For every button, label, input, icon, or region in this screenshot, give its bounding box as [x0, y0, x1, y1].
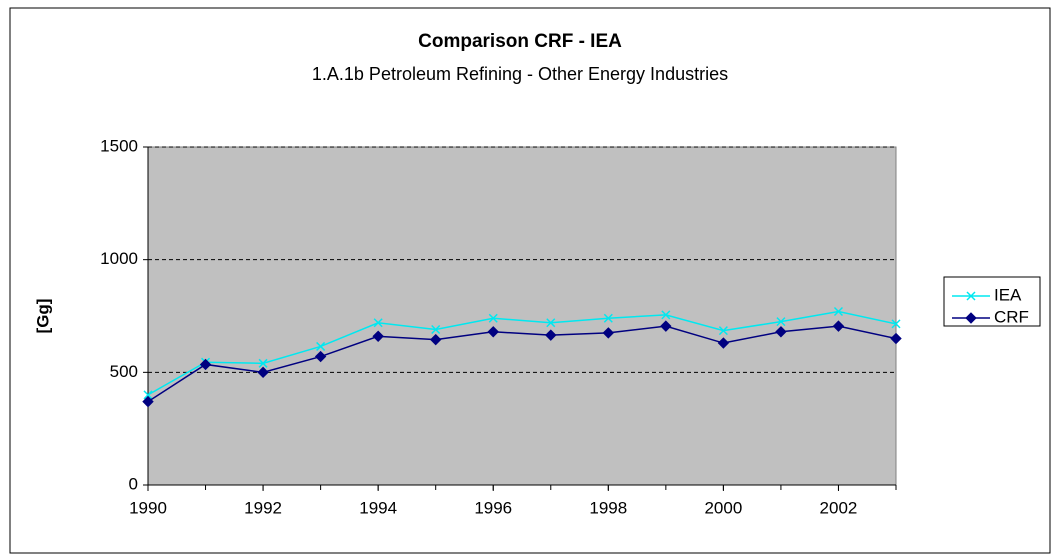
marker: [545, 329, 557, 341]
chart-title: Comparison CRF - IEA: [418, 31, 622, 52]
y-axis-label: [Gg]: [33, 299, 52, 334]
marker: [373, 318, 383, 328]
x-tick-label: 1994: [359, 498, 397, 517]
marker: [603, 313, 613, 323]
marker: [891, 319, 901, 329]
y-tick-label: 500: [110, 362, 138, 381]
x-tick-label: 2000: [704, 498, 742, 517]
marker: [833, 306, 843, 317]
marker: [546, 318, 556, 328]
marker: [142, 395, 154, 408]
legend-label: CRF: [994, 307, 1029, 326]
chart-subtitle: 1.A.1b Petroleum Refining - Other Energy…: [312, 64, 728, 84]
marker: [257, 366, 269, 379]
x-tick-label: 1990: [129, 498, 167, 517]
marker: [776, 317, 786, 327]
marker: [488, 313, 498, 323]
plot-area: [147, 146, 897, 486]
x-tick-label: 1998: [589, 498, 627, 517]
y-tick-label: 1000: [100, 249, 138, 268]
marker: [316, 341, 326, 351]
marker: [832, 320, 845, 332]
series-line: [147, 310, 897, 396]
marker: [258, 358, 268, 368]
marker: [314, 350, 327, 363]
marker: [775, 326, 787, 338]
legend-label: IEA: [994, 285, 1022, 304]
marker: [717, 337, 730, 349]
marker: [965, 312, 977, 324]
marker: [199, 358, 212, 371]
marker: [602, 327, 615, 339]
x-tick-label: 1996: [474, 498, 512, 517]
marker: [429, 333, 442, 346]
marker: [890, 332, 902, 345]
y-tick-label: 1500: [100, 136, 138, 155]
x-tick-label: 2002: [820, 498, 858, 517]
marker: [372, 330, 384, 342]
marker: [966, 291, 976, 301]
series-line: [147, 325, 897, 403]
marker: [660, 320, 672, 332]
x-tick-label: 1992: [244, 498, 282, 517]
marker: [431, 324, 441, 335]
marker: [661, 310, 671, 320]
y-tick-label: 0: [129, 474, 138, 493]
marker: [143, 390, 153, 400]
marker: [487, 326, 499, 338]
marker: [718, 326, 728, 336]
